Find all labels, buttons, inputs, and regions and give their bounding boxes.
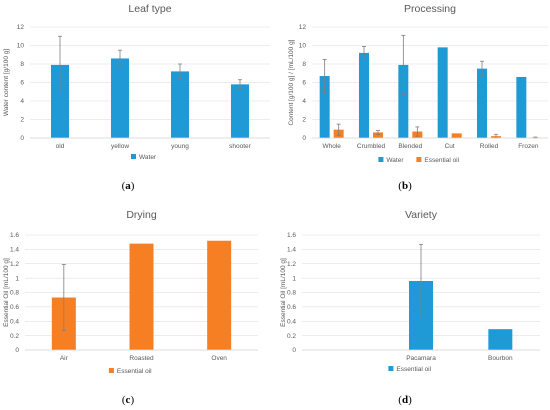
y-tick-label: 0.8 [287, 290, 296, 297]
bar [516, 76, 527, 138]
y-tick-label: 2 [302, 117, 306, 124]
x-tick-label: yellow [111, 143, 129, 150]
y-tick-label: 0.6 [287, 304, 296, 311]
y-tick-label: 0 [20, 135, 24, 142]
bar [51, 64, 69, 138]
bar [437, 47, 448, 138]
y-tick-label: 2 [20, 117, 24, 124]
y-tick-label: 1.2 [10, 261, 19, 268]
legend-swatch [108, 368, 114, 373]
chart-title: Drying [126, 209, 157, 221]
legend-label: Water [386, 157, 404, 164]
y-tick-label: 1.4 [10, 247, 19, 254]
chart-title: Leaf type [128, 3, 171, 15]
y-tick-label: 4 [20, 98, 24, 105]
legend-swatch [388, 366, 394, 371]
panel-label-a: (a) [122, 180, 135, 192]
y-tick-label: 1.6 [10, 232, 19, 239]
y-tick-label: 0 [302, 135, 306, 142]
y-tick-label: 10 [17, 43, 25, 50]
legend-label: Essential oil [117, 368, 152, 375]
bar [319, 76, 330, 138]
x-tick-label: Roasted [129, 355, 154, 362]
legend-swatch [131, 154, 136, 159]
y-tick-label: 0.4 [287, 318, 296, 325]
chart-panel-a: Leaf type 0 2 4 6 8 10 12 Water content [g/100 g… [3, 3, 270, 161]
y-axis-label: Essential Oil [mL/100 g] [280, 258, 287, 327]
panel-label-d: (d) [398, 394, 412, 406]
y-tick-label: 0.2 [10, 333, 19, 340]
x-tick-label: shooter [229, 143, 252, 150]
x-tick-label: Blended [398, 143, 422, 150]
legend-label: Water [139, 154, 157, 161]
x-tick-label: Pacamara [406, 355, 436, 362]
y-tick-label: 1 [15, 275, 19, 282]
bar [231, 84, 249, 138]
chart-panel-b: Processing 0 2 4 6 8 10 12 Content [g/100 g] / [… [288, 3, 548, 164]
y-tick-label: 12 [17, 24, 25, 31]
legend-swatch [378, 157, 384, 162]
y-tick-label: 0.6 [10, 304, 19, 311]
bar [373, 132, 383, 138]
x-tick-label: Rolled [480, 143, 499, 150]
chart-title: Processing [404, 3, 456, 15]
bar [477, 68, 487, 138]
x-tick-label: Frozen [518, 143, 539, 150]
x-tick-label: Oven [211, 355, 227, 362]
x-tick-label: Crumbled [357, 143, 386, 150]
x-tick-label: old [56, 143, 65, 150]
bar [451, 133, 462, 138]
y-axis-label: Content [g/100 g] / [mL/100 g] [288, 39, 295, 125]
y-tick-label: 6 [20, 80, 24, 87]
bar [359, 52, 369, 138]
legend-label: Essential oil [396, 366, 431, 373]
legend-label: Essential oil [424, 157, 459, 164]
bar [111, 58, 129, 139]
x-tick-label: Air [60, 355, 69, 362]
y-tick-label: 8 [20, 61, 24, 68]
y-tick-label: 8 [302, 61, 306, 68]
x-tick-label: Bourbon [488, 355, 513, 362]
bar [171, 71, 189, 138]
panel-label-b: (b) [398, 180, 412, 192]
chart-panel-c: Drying 0 0.2 0.4 0.6 0.8 1 1.2 1.4 1.6 Essential O… [3, 209, 258, 375]
y-tick-label: 0.2 [287, 333, 296, 340]
panel-label-c: (c) [122, 394, 135, 406]
y-tick-label: 10 [299, 43, 307, 50]
y-tick-label: 12 [299, 24, 307, 31]
y-tick-label: 1.2 [287, 261, 296, 268]
chart-panel-d: Variety 0 0.2 0.4 0.6 0.8 1 1.2 1.4 1.6 Essential … [280, 209, 540, 373]
bar [129, 243, 154, 350]
y-tick-label: 1 [292, 275, 296, 282]
bar [398, 64, 409, 138]
x-tick-label: Cut [445, 143, 455, 150]
x-tick-label: young [171, 143, 189, 150]
y-tick-label: 0 [15, 347, 19, 354]
y-tick-label: 4 [302, 98, 306, 105]
bar [488, 329, 513, 350]
y-tick-label: 0.8 [10, 290, 19, 297]
x-tick-label: Whole [322, 143, 341, 150]
y-tick-label: 1.6 [287, 232, 296, 239]
y-axis-label: Essential Oil [mL/100 g] [3, 258, 10, 327]
y-tick-label: 0 [292, 347, 296, 354]
y-tick-label: 1.4 [287, 247, 296, 254]
chart-title: Variety [405, 209, 438, 221]
y-axis-label: Water content [g/100 g] [3, 49, 10, 117]
y-tick-label: 0.4 [10, 318, 19, 325]
y-tick-label: 6 [302, 80, 306, 87]
bar [207, 240, 232, 350]
legend-swatch [416, 157, 422, 162]
